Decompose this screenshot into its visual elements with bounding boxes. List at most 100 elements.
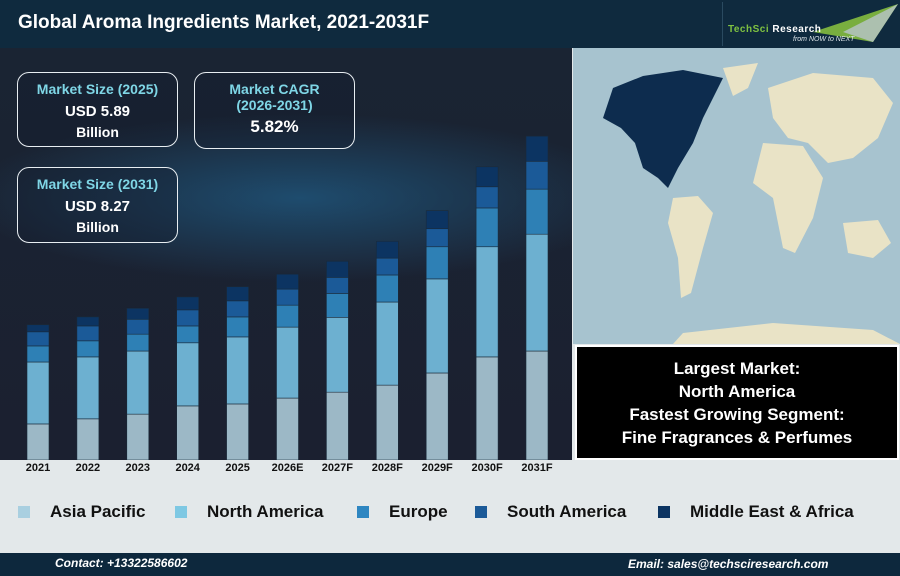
bar-segment-europe-2028F — [375, 274, 399, 303]
bar-segment-south-america-2025 — [226, 300, 249, 318]
bar-segment-north-america-2028F — [375, 301, 399, 386]
bar-segment-europe-2023 — [126, 333, 150, 352]
bar-segment-north-america-2029F — [425, 278, 449, 374]
legend-swatch — [475, 506, 487, 518]
bar-segment-north-america-2022 — [76, 356, 100, 420]
legend-label: Middle East & Africa — [690, 502, 854, 521]
legend-label: North America — [207, 502, 324, 521]
bar-segment-europe-2030F — [475, 207, 499, 248]
bar-segment-middle-east-africa-2031F — [525, 135, 549, 162]
x-tick-label: 2025 — [225, 462, 250, 474]
bar-segment-middle-east-africa-2022 — [76, 316, 100, 327]
page-title: Global Aroma Ingredients Market, 2021-20… — [18, 12, 430, 33]
bar-segment-asia-pacific-2031F — [525, 350, 549, 460]
kpi-unit: Billion — [76, 124, 119, 140]
world-map-image — [603, 63, 900, 344]
legend-swatch — [357, 506, 369, 518]
logo-tagline: from NOW to NEXT — [793, 36, 855, 43]
bar-segment-middle-east-africa-2023 — [126, 307, 150, 320]
bar-segment-europe-2031F — [525, 188, 549, 235]
bar-segment-south-america-2021 — [26, 331, 50, 347]
bar-segment-asia-pacific-2024 — [176, 405, 199, 460]
bar-segment-middle-east-africa-2025 — [226, 286, 249, 302]
kpi-unit: Billion — [76, 219, 119, 235]
x-tick-label: 2029F — [421, 462, 453, 474]
bar-segment-middle-east-africa-2021 — [26, 324, 50, 333]
bar-segment-asia-pacific-2022 — [76, 418, 100, 460]
kpi-market-cagr: Market CAGR (2026-2031) 5.82% — [194, 72, 355, 149]
x-tick-label: 2026E — [271, 462, 304, 474]
kpi-period: (2026-2031) — [236, 97, 313, 113]
contact-phone: Contact: +13322586602 — [55, 556, 188, 570]
contact-email: Email: sales@techsciresearch.com — [628, 557, 829, 571]
legend-item: Asia Pacific — [18, 502, 145, 522]
bar-segment-south-america-2028F — [375, 257, 399, 276]
bar-segment-south-america-2022 — [76, 325, 100, 342]
bar-segment-middle-east-africa-2029F — [425, 210, 449, 230]
bar-segment-south-america-2029F — [425, 228, 449, 248]
kpi-value: 5.82% — [250, 117, 299, 136]
x-axis: 2021 2022 2023 2024 2025 2026E 2027F 2028F 2029F… — [0, 460, 572, 476]
x-tick-label: 2027F — [321, 462, 353, 474]
stacked-bar-chart — [26, 135, 549, 460]
fastest-segment-value: Fine Fragrances & Perfumes — [621, 428, 853, 447]
legend-swatch — [18, 506, 30, 518]
bar-segment-middle-east-africa-2028F — [375, 240, 399, 259]
bar-segment-south-america-2031F — [525, 160, 549, 190]
legend-label: Europe — [389, 502, 448, 521]
kpi-label: Market Size (2031) — [36, 176, 159, 192]
bar-segment-south-america-2024 — [176, 309, 199, 327]
x-tick-label: 2030F — [471, 462, 503, 474]
legend-swatch — [175, 506, 187, 518]
bar-segment-middle-east-africa-2030F — [475, 166, 499, 188]
bar-segment-europe-2029F — [425, 246, 449, 280]
bar-segment-south-america-2030F — [475, 186, 499, 209]
logo-brand-b: Research — [772, 24, 822, 35]
bar-segment-europe-2025 — [226, 316, 249, 338]
largest-market-value: North America — [678, 382, 796, 401]
bar-segment-north-america-2027F — [326, 317, 349, 393]
bar-segment-north-america-2023 — [126, 350, 150, 415]
bar-segment-north-america-2030F — [475, 246, 499, 358]
fastest-segment-label: Fastest Growing Segment: — [629, 405, 845, 424]
chart-area: Market Size (2025) USD 5.89 Billion Mark… — [0, 48, 572, 460]
insight-box: Largest Market: North America Fastest Gr… — [575, 345, 899, 460]
bar-segment-asia-pacific-2028F — [375, 384, 399, 460]
bar-segment-north-america-2021 — [26, 361, 50, 425]
bar-segment-north-america-2025 — [226, 336, 249, 405]
kpi-market-size-2031: Market Size (2031) USD 8.27 Billion — [17, 167, 178, 243]
bar-segment-asia-pacific-2025 — [226, 403, 249, 460]
bar-segment-europe-2026E — [276, 304, 299, 328]
x-tick-label: 2028F — [371, 462, 403, 474]
header-bar: Global Aroma Ingredients Market, 2021-20… — [0, 0, 900, 48]
bar-segment-south-america-2027F — [326, 277, 349, 294]
kpi-market-size-2025: Market Size (2025) USD 5.89 Billion — [17, 72, 178, 147]
kpi-label: Market CAGR — [229, 81, 320, 97]
bar-segment-europe-2022 — [76, 340, 100, 358]
legend-item: Middle East & Africa — [658, 502, 854, 522]
x-tick-label: 2023 — [125, 462, 151, 474]
techsci-logo: TechSci Research from NOW to NEXT — [722, 2, 900, 46]
x-tick-label: 2031F — [521, 462, 553, 474]
legend-swatch — [658, 506, 670, 518]
legend-item: South America — [475, 502, 626, 522]
bar-segment-europe-2024 — [176, 325, 199, 344]
logo-arrow-icon — [813, 4, 898, 42]
kpi-label: Market Size (2025) — [36, 81, 159, 97]
kpi-value: USD 5.89 — [64, 103, 131, 120]
x-tick-label: 2021 — [25, 462, 51, 474]
bar-segment-europe-2021 — [26, 345, 50, 363]
bar-segment-north-america-2024 — [176, 342, 199, 407]
chart-legend: Asia Pacific North America Europe South Ame… — [0, 490, 900, 530]
bar-segment-asia-pacific-2027F — [326, 391, 349, 460]
x-tick-label: 2022 — [75, 462, 101, 474]
bar-segment-asia-pacific-2030F — [475, 356, 499, 460]
legend-label: South America — [507, 502, 627, 521]
logo-brand-a: TechSci — [728, 24, 770, 35]
bar-segment-south-america-2026E — [276, 288, 299, 306]
largest-market-label: Largest Market: — [673, 359, 801, 378]
bar-segment-south-america-2023 — [126, 318, 150, 335]
bar-segment-north-america-2026E — [276, 326, 299, 399]
bar-segment-asia-pacific-2023 — [126, 413, 150, 460]
footer: Contact: +13322586602 Email: sales@techs… — [0, 553, 900, 576]
